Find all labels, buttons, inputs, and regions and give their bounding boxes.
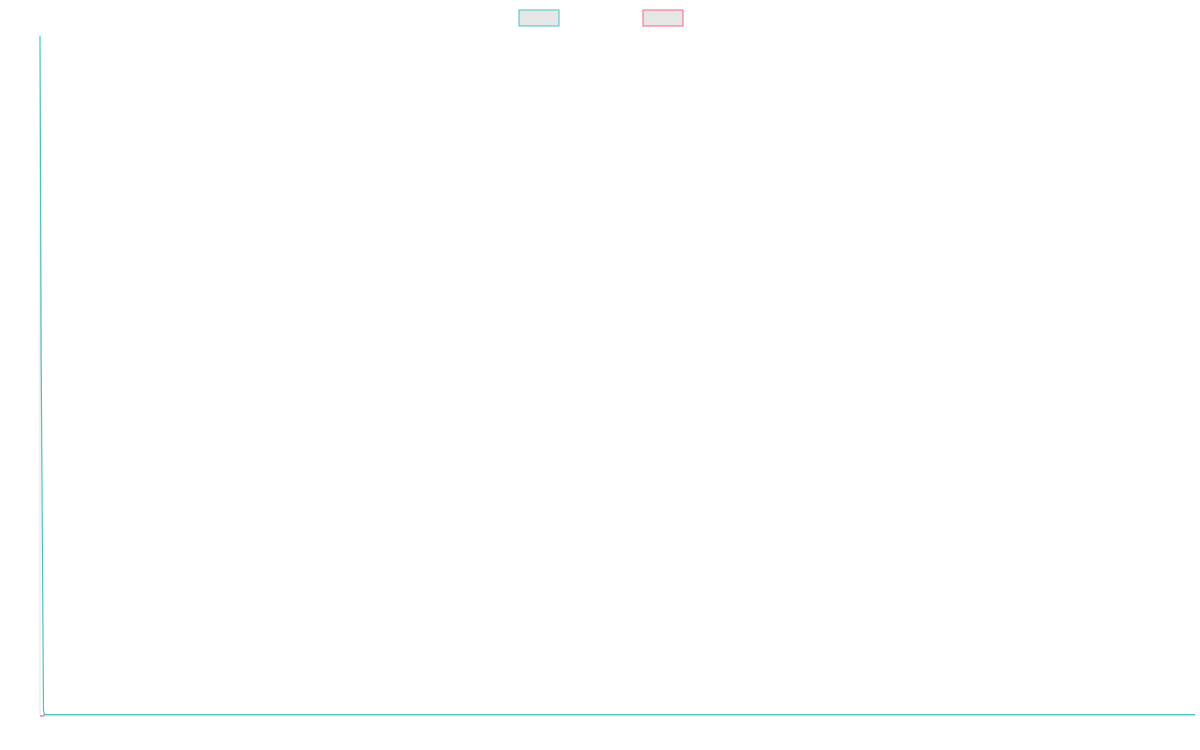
axes <box>39 36 1195 717</box>
legend[interactable] <box>518 9 684 27</box>
legend-swatch-series-1[interactable] <box>518 9 560 27</box>
legend-swatch-series-2[interactable] <box>642 9 684 27</box>
series-2-line <box>40 714 46 717</box>
series-layer <box>39 35 1195 717</box>
series-1-line <box>39 35 1195 716</box>
